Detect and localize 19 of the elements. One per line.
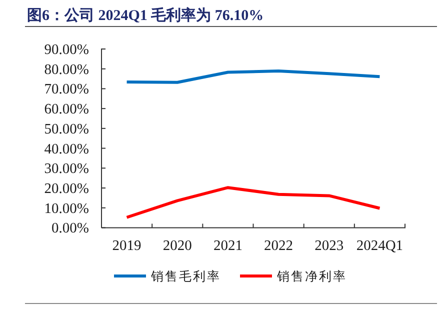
legend-label: 销售毛利率 [150,268,221,284]
y-tick-label: 30.00% [44,161,89,178]
x-tick-label: 2021 [213,238,242,254]
y-tick-label: 40.00% [44,141,89,158]
x-tick-label: 2019 [112,238,142,254]
y-tick-label: 50.00% [44,121,89,138]
x-tick-label: 2024Q1 [356,238,404,254]
y-tick-label: 80.00% [44,62,89,78]
y-tick-label: 20.00% [44,180,89,197]
legend-label: 销售净利率 [276,268,347,284]
x-tick-label: 2023 [314,238,344,254]
y-tick-label: 90.00% [44,42,89,58]
title: 图6：公司 2024Q1 毛利率为 76.10% [27,8,264,24]
y-tick-label: 70.00% [44,82,89,98]
y-tick-label: 10.00% [44,200,89,217]
y-tick-label: 0.00% [52,220,89,237]
y-tick-label: 60.00% [44,102,89,118]
x-tick-label: 2020 [162,238,192,254]
x-tick-label: 2022 [264,238,294,254]
